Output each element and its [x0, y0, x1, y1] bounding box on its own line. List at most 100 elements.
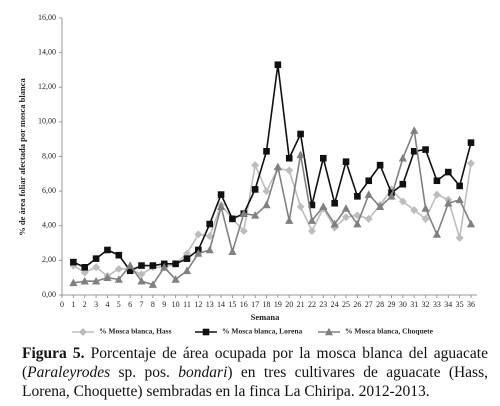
- data-point: [92, 255, 100, 262]
- y-tick-label: 6,00: [42, 186, 56, 195]
- y-tick-label: 4,00: [42, 221, 56, 230]
- series: [70, 61, 475, 275]
- data-point: [251, 211, 260, 219]
- y-tick-label: 0,00: [42, 290, 56, 299]
- x-tick-label: 36: [467, 300, 475, 309]
- data-point: [126, 261, 135, 269]
- data-point: [70, 258, 77, 266]
- legend-label: % Mosca blanca, Choquete: [345, 327, 434, 336]
- x-tick-label: 19: [274, 300, 282, 309]
- data-point: [69, 278, 78, 287]
- x-tick-label: 0: [60, 300, 64, 309]
- data-point: [228, 247, 237, 256]
- x-tick-label: 12: [194, 300, 202, 309]
- x-tick-label: 31: [410, 300, 418, 309]
- x-tick-label: 11: [183, 300, 191, 309]
- data-point: [285, 216, 294, 224]
- y-tick-label: 2,00: [42, 255, 56, 264]
- x-tick-label: 29: [387, 300, 395, 309]
- data-point: [262, 187, 271, 196]
- data-point: [342, 158, 350, 165]
- data-point: [387, 192, 396, 200]
- data-point: [320, 154, 327, 162]
- data-point: [398, 197, 407, 206]
- data-point: [206, 220, 213, 228]
- x-axis-label: Semana: [251, 312, 281, 322]
- x-tick-label: 10: [172, 300, 180, 309]
- data-point: [444, 168, 452, 176]
- y-tick-label: 8,00: [42, 151, 56, 160]
- x-tick-label: 25: [342, 300, 350, 309]
- x-tick-label: 7: [140, 300, 144, 309]
- data-point: [307, 216, 317, 224]
- data-point: [376, 202, 385, 211]
- data-point: [103, 273, 112, 281]
- y-tick-label: 16,00: [38, 13, 56, 22]
- chart: Semana % de área foliar afectada por mos…: [17, 13, 477, 336]
- data-point: [91, 276, 101, 285]
- data-point: [114, 265, 123, 274]
- x-tick-label: 22: [308, 300, 316, 309]
- x-tick-label: 20: [285, 300, 293, 309]
- data-point: [422, 146, 429, 153]
- x-tick-label: 18: [263, 300, 271, 309]
- x-tick-label: 28: [376, 300, 384, 309]
- data-point: [364, 190, 373, 198]
- x-tick-label: 8: [151, 300, 155, 309]
- legend-label: % Mosca blanca, Hass: [99, 327, 172, 336]
- data-point: [115, 251, 123, 259]
- data-point: [104, 246, 111, 254]
- legend-label: % Mosca blanca, Lorena: [222, 327, 303, 336]
- data-point: [455, 195, 464, 204]
- series-line: [72, 162, 472, 277]
- data-point: [194, 249, 203, 257]
- data-point: [296, 202, 305, 211]
- data-point: [330, 219, 339, 228]
- data-point: [296, 150, 305, 159]
- data-point: [421, 204, 430, 212]
- data-point: [182, 266, 192, 275]
- legend-marker: [202, 328, 210, 336]
- data-point: [183, 255, 191, 262]
- x-tick-label: 24: [331, 300, 339, 309]
- caption-text: sp. pos.: [110, 364, 179, 381]
- x-tick-label: 4: [105, 300, 109, 309]
- y-tick-label: 14,00: [38, 47, 56, 56]
- data-point: [398, 153, 407, 162]
- caption-text: ) en tres cultivares de aguacate (Hass, …: [22, 364, 488, 400]
- x-tick-label: 35: [456, 300, 464, 309]
- x-tick-label: 23: [319, 300, 327, 309]
- series-line: [73, 64, 472, 272]
- x-tick-label: 3: [94, 300, 98, 309]
- caption-text: bondari: [178, 364, 228, 381]
- data-point: [410, 148, 418, 155]
- x-tick-label: 14: [217, 300, 225, 309]
- data-point: [308, 201, 316, 209]
- data-point: [137, 270, 146, 279]
- data-point: [262, 200, 271, 209]
- data-point: [319, 202, 328, 211]
- data-point: [160, 263, 169, 271]
- data-point: [456, 182, 463, 190]
- x-tick-label: 27: [365, 300, 373, 309]
- data-point: [194, 230, 203, 239]
- data-point: [114, 275, 123, 283]
- data-point: [239, 209, 248, 217]
- data-point: [273, 162, 282, 171]
- data-point: [205, 232, 214, 241]
- data-point: [274, 61, 282, 69]
- x-tick-label: 9: [162, 300, 166, 309]
- data-point: [229, 215, 236, 223]
- data-point: [365, 177, 373, 185]
- x-tick-label: 34: [444, 300, 452, 309]
- data-point: [182, 249, 191, 258]
- y-tick-label: 12,00: [38, 82, 56, 91]
- data-point: [467, 159, 475, 168]
- data-point: [205, 245, 214, 254]
- data-point: [376, 161, 384, 169]
- x-tick-label: 26: [353, 300, 361, 309]
- data-point: [432, 230, 442, 238]
- data-point: [421, 214, 430, 223]
- data-point: [353, 219, 362, 228]
